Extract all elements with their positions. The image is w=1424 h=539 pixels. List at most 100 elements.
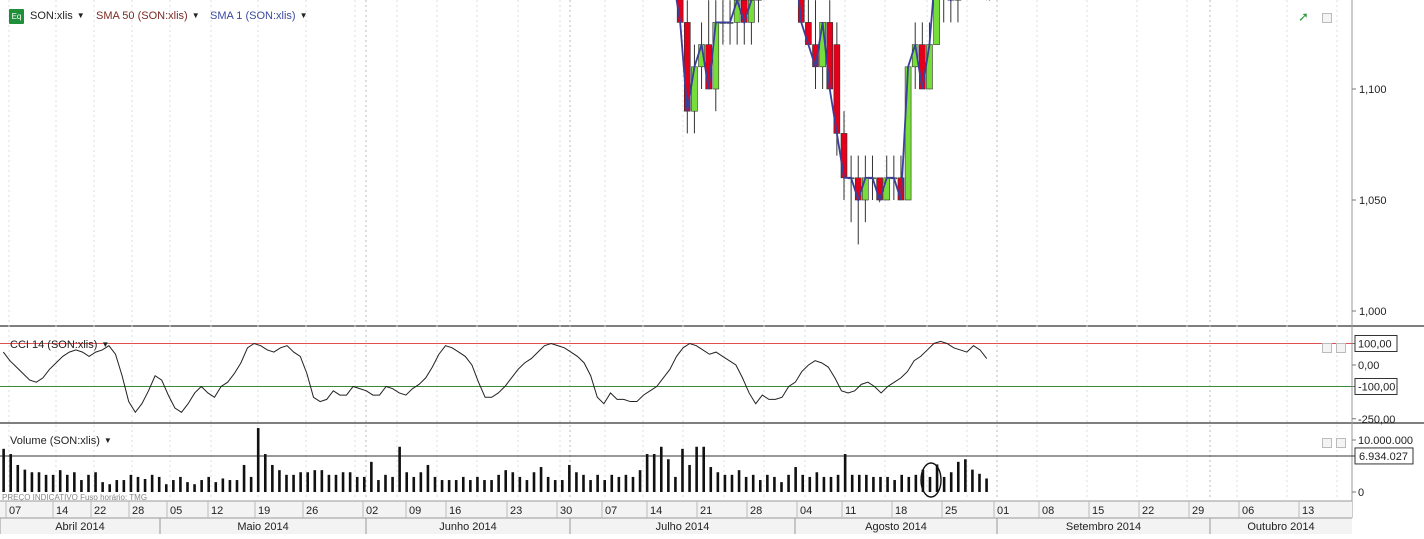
volume-bar	[356, 477, 359, 492]
candle	[884, 178, 890, 200]
volume-bar	[688, 465, 691, 492]
volume-tick-label: 10.000.000	[1358, 435, 1413, 447]
candle	[855, 178, 861, 200]
volume-bar	[575, 472, 578, 492]
volume-bar	[773, 477, 776, 492]
caret-down-icon[interactable]: ▼	[77, 11, 85, 20]
volume-bar	[59, 470, 62, 492]
volume-bar	[363, 477, 366, 492]
candle	[734, 0, 740, 22]
day-label: 08	[1042, 505, 1054, 517]
candle	[862, 178, 868, 200]
volume-bar	[66, 475, 69, 492]
volume-bar	[130, 475, 133, 492]
volume-bar	[915, 475, 918, 492]
volume-bar	[24, 470, 27, 492]
maximize-icon[interactable]	[1322, 438, 1332, 448]
day-label: 22	[1142, 505, 1154, 517]
legend-sma1[interactable]: SMA 1 (SON:xlis) ▼	[210, 10, 308, 22]
candle	[934, 0, 940, 45]
day-label: 30	[560, 505, 572, 517]
candle	[827, 22, 833, 89]
volume-bar	[328, 475, 331, 492]
volume-bar	[87, 475, 90, 492]
volume-bar	[229, 480, 232, 492]
candle	[919, 45, 925, 89]
volume-bar	[830, 477, 833, 492]
volume-bar	[313, 470, 316, 492]
cci-tick-label: 100,00	[1358, 339, 1392, 351]
caret-down-icon[interactable]: ▼	[104, 436, 112, 445]
volume-bar	[950, 472, 953, 492]
volume-bar	[561, 480, 564, 492]
maximize-icon[interactable]	[1322, 13, 1332, 23]
volume-bar	[858, 475, 861, 492]
volume-bar	[115, 480, 118, 492]
legend-volume[interactable]: Volume (SON:xlis) ▼	[10, 435, 112, 447]
caret-down-icon[interactable]: ▼	[101, 340, 109, 349]
day-label: 06	[1242, 505, 1254, 517]
volume-bar	[321, 470, 324, 492]
volume-bar	[179, 477, 182, 492]
month-label: Junho 2014	[439, 521, 497, 533]
legend-cci[interactable]: CCI 14 (SON:xlis)▼	[10, 339, 109, 351]
candle	[877, 178, 883, 200]
volume-bar	[292, 475, 295, 492]
maximize-icon[interactable]	[1322, 343, 1332, 353]
volume-bar	[469, 480, 472, 492]
volume-bar	[16, 465, 19, 492]
volume-bar	[893, 480, 896, 492]
volume-bar	[264, 454, 267, 492]
volume-bar	[207, 477, 210, 492]
sma1-label: SMA 1 (SON:xlis)	[210, 10, 296, 22]
volume-bar	[448, 480, 451, 492]
volume-bar	[709, 467, 712, 492]
volume-bar	[405, 472, 408, 492]
caret-down-icon[interactable]: ▼	[300, 11, 308, 20]
volume-bar	[667, 459, 670, 492]
volume-bar	[285, 475, 288, 492]
volume-last-label: 6.934.027	[1359, 451, 1408, 463]
volume-bar	[886, 477, 889, 492]
legend-sma50[interactable]: SMA 50 (SON:xlis)▼	[96, 10, 200, 22]
volume-bar	[554, 480, 557, 492]
volume-bar	[172, 480, 175, 492]
volume-label: Volume (SON:xlis)	[10, 435, 100, 447]
volume-bar	[660, 447, 663, 492]
cci-tick-label: 0,00	[1358, 360, 1379, 372]
day-label: 14	[56, 505, 68, 517]
volume-bar	[31, 472, 34, 492]
volume-bar	[589, 480, 592, 492]
volume-bar	[957, 462, 960, 492]
volume-bar	[299, 472, 302, 492]
month-label: Setembro 2014	[1066, 521, 1141, 533]
volume-bar	[596, 475, 599, 492]
volume-bar	[766, 475, 769, 492]
day-label: 15	[1092, 505, 1104, 517]
volume-bar	[702, 447, 705, 492]
volume-bar	[2, 449, 5, 492]
volume-bar	[759, 480, 762, 492]
volume-bar	[271, 465, 274, 492]
day-label: 29	[1192, 505, 1204, 517]
volume-bar	[476, 477, 479, 492]
volume-bar	[978, 474, 981, 492]
volume-bar	[632, 477, 635, 492]
close-icon[interactable]	[1336, 343, 1346, 353]
candle	[805, 22, 811, 44]
caret-down-icon[interactable]: ▼	[192, 11, 200, 20]
volume-bar	[222, 478, 225, 492]
volume-bar	[533, 472, 536, 492]
trend-arrow-icon[interactable]: ➚	[1298, 9, 1309, 25]
symbol-label: SON:xlis	[30, 10, 73, 22]
candle	[841, 133, 847, 177]
volume-bar	[511, 472, 514, 492]
close-icon[interactable]	[1336, 438, 1346, 448]
day-label: 05	[170, 505, 182, 517]
volume-bar	[738, 470, 741, 492]
volume-bar	[335, 475, 338, 492]
day-label: 13	[1302, 505, 1314, 517]
volume-bar	[872, 477, 875, 492]
volume-bar	[257, 428, 260, 492]
legend-symbol[interactable]: SON:xlis ▼	[30, 10, 85, 22]
